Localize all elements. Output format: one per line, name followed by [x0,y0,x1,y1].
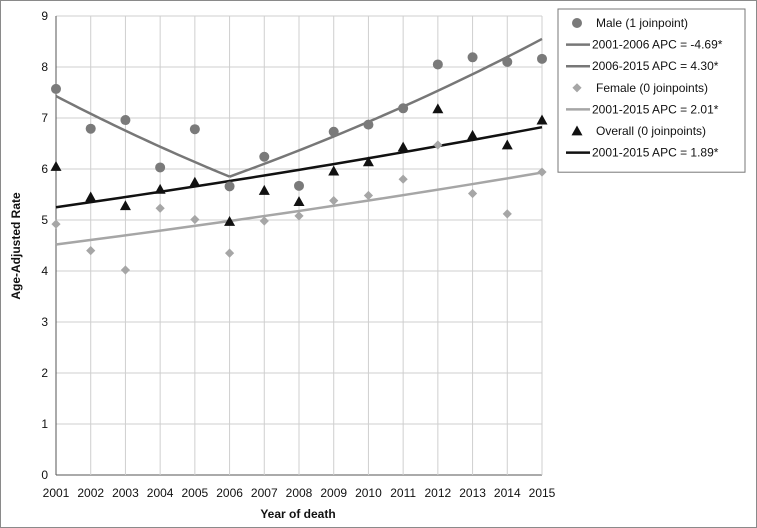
diamond-point [294,211,304,221]
y-tick-label: 0 [41,468,48,482]
y-tick-label: 4 [41,264,48,278]
x-tick-label: 2005 [182,486,209,500]
x-tick-label: 2002 [77,486,104,500]
y-tick-label: 7 [41,111,48,125]
x-tick-label: 2012 [425,486,452,500]
circle-point [259,151,270,162]
x-tick-label: 2010 [355,486,382,500]
diamond-point [51,219,61,229]
circle-point [294,180,304,191]
diamond-point [259,216,269,226]
y-axis-title: Age-Adjusted Rate [9,192,23,300]
legend-triangle-icon [571,125,583,136]
y-tick-label: 6 [41,162,48,176]
diamond-point [537,167,547,177]
diamond-point [502,209,512,219]
legend-label: Female (0 joinpoints) [596,81,708,95]
diamond-point [467,188,478,199]
legend-label: 2001-2006 APC = -4.69* [592,38,723,52]
diamond-point [363,190,374,201]
data-points [50,52,548,275]
circle-point [328,126,339,137]
x-tick-labels: 2001 2002 2003 2004 2005 2006 2007 2008 2009 2010… [43,486,556,500]
x-axis-title: Year of death [260,507,335,521]
trend-lines [55,37,543,246]
y-tick-label: 1 [41,417,48,431]
triangle-point [258,184,270,195]
y-tick-label: 3 [41,315,48,329]
legend-label: 2001-2015 APC = 2.01* [592,102,719,116]
triangle-point [362,156,374,167]
triangle-point [85,191,97,202]
legend-label: 2006-2015 APC = 4.30* [592,59,719,73]
x-tick-label: 2015 [529,486,556,500]
legend-box [557,8,746,173]
x-tick-label: 2004 [147,486,174,500]
circle-point [398,103,409,114]
x-tick-label: 2011 [390,486,416,500]
y-tick-label: 5 [41,213,48,227]
legend: Male (1 joinpoint) 2001-2006 APC = -4.69*… [557,8,746,173]
y-tick-label: 9 [41,9,48,23]
triangle-point [154,183,166,194]
diamond-point [190,214,200,225]
x-tick-label: 2001 [43,486,70,500]
trend-line [55,125,543,209]
triangle-point [119,200,131,211]
x-tick-label: 2008 [286,486,313,500]
x-tick-label: 2003 [112,486,139,500]
trend-line [55,94,231,178]
x-tick-label: 2007 [251,486,278,500]
triangle-point [536,114,548,125]
x-tick-label: 2009 [320,486,347,500]
circle-point [363,119,374,130]
legend-label: 2001-2015 APC = 1.89* [592,146,719,160]
circle-point [502,56,513,67]
trend-line [229,37,543,178]
diamond-point [155,203,165,213]
circle-point [537,53,547,64]
triangle-point [432,103,444,114]
circle-point [51,83,61,94]
y-tick-labels: 0 1 2 3 4 5 6 7 8 9 [41,9,48,482]
triangle-point [467,129,479,140]
trend-line [55,171,543,246]
circle-point [85,123,96,134]
triangle-point [293,196,305,207]
diamond-point [224,248,235,258]
triangle-point [50,160,62,171]
triangle-point [328,165,340,176]
triangle-point [224,216,236,226]
circle-point [432,59,443,70]
triangle-point [189,176,201,187]
x-tick-label: 2006 [216,486,243,500]
diamond-point [433,140,443,150]
legend-label: Overall (0 joinpoints) [596,124,706,138]
legend-diamond-icon [572,83,582,93]
diamond-point [120,265,131,275]
circle-point [155,162,166,173]
y-tick-label: 8 [41,60,48,74]
circle-point [120,115,131,126]
grid [55,15,543,476]
triangle-point [501,139,513,150]
x-tick-label: 2013 [459,486,486,500]
triangle-point [397,141,409,152]
circle-point [189,124,200,135]
diamond-point [398,174,408,184]
y-tick-label: 2 [41,366,48,380]
diamond-point [329,196,339,206]
diamond-point [86,246,96,256]
x-tick-label: 2014 [494,486,521,500]
legend-circle-icon [572,18,582,28]
circle-point [224,181,235,192]
circle-point [467,52,478,63]
legend-label: Male (1 joinpoint) [596,16,688,30]
